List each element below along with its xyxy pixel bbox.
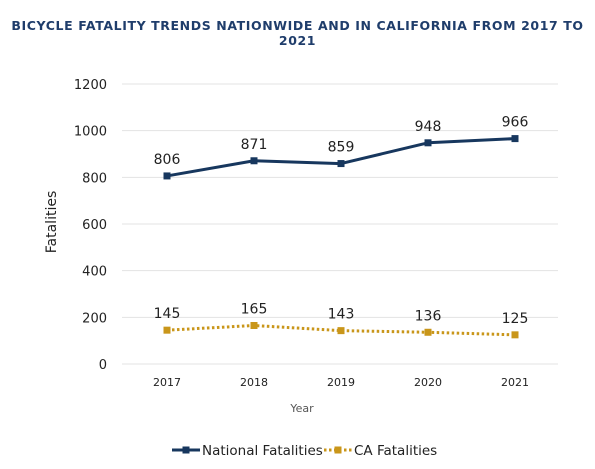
y-tick-label: 200 bbox=[82, 311, 107, 326]
data-label: 143 bbox=[328, 307, 355, 323]
legend-marker bbox=[334, 446, 342, 454]
y-tick-label: 600 bbox=[82, 218, 107, 233]
data-label: 859 bbox=[328, 140, 355, 156]
gridlines bbox=[122, 83, 558, 365]
data-label: 145 bbox=[154, 306, 181, 322]
data-point[interactable] bbox=[337, 160, 345, 168]
data-point[interactable] bbox=[337, 327, 345, 335]
data-point[interactable] bbox=[250, 157, 258, 165]
x-axis-ticks: 2017 2018 2019 2020 2021 bbox=[153, 376, 529, 389]
x-tick-label: 2021 bbox=[501, 376, 529, 389]
y-axis-title: Fatalities bbox=[44, 191, 60, 253]
y-tick-label: 800 bbox=[82, 171, 107, 186]
x-tick-label: 2019 bbox=[327, 376, 355, 389]
y-tick-label: 0 bbox=[99, 358, 107, 373]
y-tick-label: 1000 bbox=[74, 125, 107, 140]
data-label: 871 bbox=[241, 137, 268, 153]
data-point[interactable] bbox=[511, 331, 519, 339]
legend-marker bbox=[182, 446, 190, 454]
y-axis-ticks: 0 200 400 600 800 1000 1200 bbox=[74, 78, 107, 373]
data-point[interactable] bbox=[511, 135, 519, 143]
data-label: 948 bbox=[415, 119, 442, 135]
y-tick-label: 400 bbox=[82, 265, 107, 280]
series-line-ca bbox=[166, 324, 516, 337]
legend[interactable]: National Fatalities CA Fatalities bbox=[172, 443, 437, 459]
data-point[interactable] bbox=[250, 322, 258, 329]
legend-label[interactable]: CA Fatalities bbox=[354, 443, 437, 459]
data-point[interactable] bbox=[163, 326, 171, 334]
chart-title: BICYCLE FATALITY TRENDS NATIONWIDE AND I… bbox=[11, 18, 584, 48]
data-label: 165 bbox=[241, 302, 268, 318]
x-tick-label: 2017 bbox=[153, 376, 181, 389]
data-label: 966 bbox=[502, 115, 529, 131]
data-point[interactable] bbox=[424, 139, 432, 147]
data-point[interactable] bbox=[163, 172, 171, 180]
series-group bbox=[163, 135, 519, 339]
data-label: 806 bbox=[154, 152, 181, 168]
y-tick-label: 1200 bbox=[74, 78, 107, 93]
data-label: 136 bbox=[415, 308, 442, 324]
data-point[interactable] bbox=[424, 328, 432, 336]
data-label: 125 bbox=[502, 311, 529, 327]
x-axis-title: Year bbox=[289, 402, 314, 415]
data-labels: 806 871 859 948 966 145 165 143 136 125 bbox=[154, 115, 529, 327]
legend-label[interactable]: National Fatalities bbox=[202, 443, 323, 459]
x-tick-label: 2018 bbox=[240, 376, 268, 389]
x-tick-label: 2020 bbox=[414, 376, 442, 389]
